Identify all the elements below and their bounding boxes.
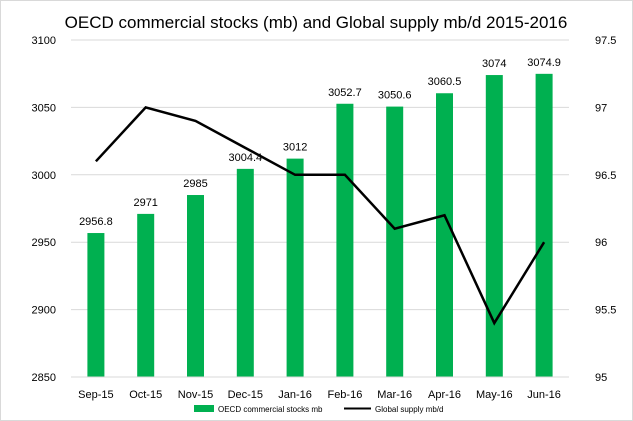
legend: OECD commercial stocks mb Global supply m…	[194, 405, 443, 414]
left-axis: 3100 3050 3000 2950 2900 2850	[32, 35, 56, 384]
data-label: 3074	[482, 58, 506, 70]
x-tick-label: Jan-16	[278, 389, 312, 401]
left-tick-label: 3100	[32, 35, 56, 47]
data-label: 2956.8	[79, 216, 113, 228]
x-tick-label: Mar-16	[377, 389, 412, 401]
right-tick-label: 95.5	[595, 305, 616, 317]
data-labels: 2956.8 2971 2985 3004.4 3012 3052.7 3050.6 3060…	[79, 57, 561, 228]
left-tick-label: 2850	[32, 372, 56, 384]
left-tick-label: 3050	[32, 102, 56, 114]
right-tick-label: 97.5	[595, 35, 616, 47]
right-tick-label: 95	[595, 372, 607, 384]
right-tick-label: 97	[595, 102, 607, 114]
x-tick-label: Dec-15	[228, 389, 263, 401]
x-tick-label: May-16	[476, 389, 513, 401]
data-label: 3052.7	[328, 87, 362, 99]
chart-title: OECD commercial stocks (mb) and Global s…	[65, 13, 568, 32]
data-label: 3060.5	[428, 76, 462, 88]
data-label: 2971	[133, 197, 157, 209]
x-tick-label: Jun-16	[527, 389, 561, 401]
legend-label-stocks: OECD commercial stocks mb	[218, 405, 323, 414]
data-label: 3074.9	[527, 57, 561, 69]
line-series	[94, 105, 546, 326]
x-tick-label: Oct-15	[129, 389, 162, 401]
legend-label-supply: Global supply mb/d	[375, 405, 443, 414]
legend-swatch-stocks	[194, 405, 214, 412]
bar-Dec-15	[236, 168, 254, 377]
data-label: 2985	[183, 178, 207, 190]
right-tick-label: 96.5	[595, 170, 616, 182]
left-tick-label: 2900	[32, 305, 56, 317]
x-tick-label: Sep-15	[78, 389, 113, 401]
bar-May-16	[485, 75, 503, 377]
data-label: 3012	[283, 142, 307, 154]
bar-Nov-15	[187, 195, 204, 377]
right-axis: 97.5 97 96.5 96 95.5 95	[595, 35, 616, 384]
bar-Apr-16	[436, 93, 453, 377]
x-tick-label: Apr-16	[428, 389, 461, 401]
data-label: 3050.6	[378, 90, 412, 102]
bar-Sep-15	[87, 233, 105, 377]
bar-Jun-16	[535, 73, 553, 377]
x-tick-label: Feb-16	[327, 389, 362, 401]
right-tick-label: 96	[595, 237, 607, 249]
bar-Mar-16	[386, 106, 404, 378]
bar-Feb-16	[336, 103, 354, 377]
x-axis: Sep-15 Oct-15 Nov-15 Dec-15 Jan-16 Feb-16 Mar-…	[71, 376, 569, 401]
left-tick-label: 2950	[32, 237, 56, 249]
x-tick-label: Nov-15	[178, 389, 213, 401]
left-tick-label: 3000	[32, 170, 56, 182]
bar-Oct-15	[137, 213, 155, 377]
bar-series	[87, 73, 553, 378]
bar-Jan-16	[286, 158, 304, 377]
supply-line	[94, 105, 546, 326]
data-label: 3004.4	[228, 152, 262, 164]
